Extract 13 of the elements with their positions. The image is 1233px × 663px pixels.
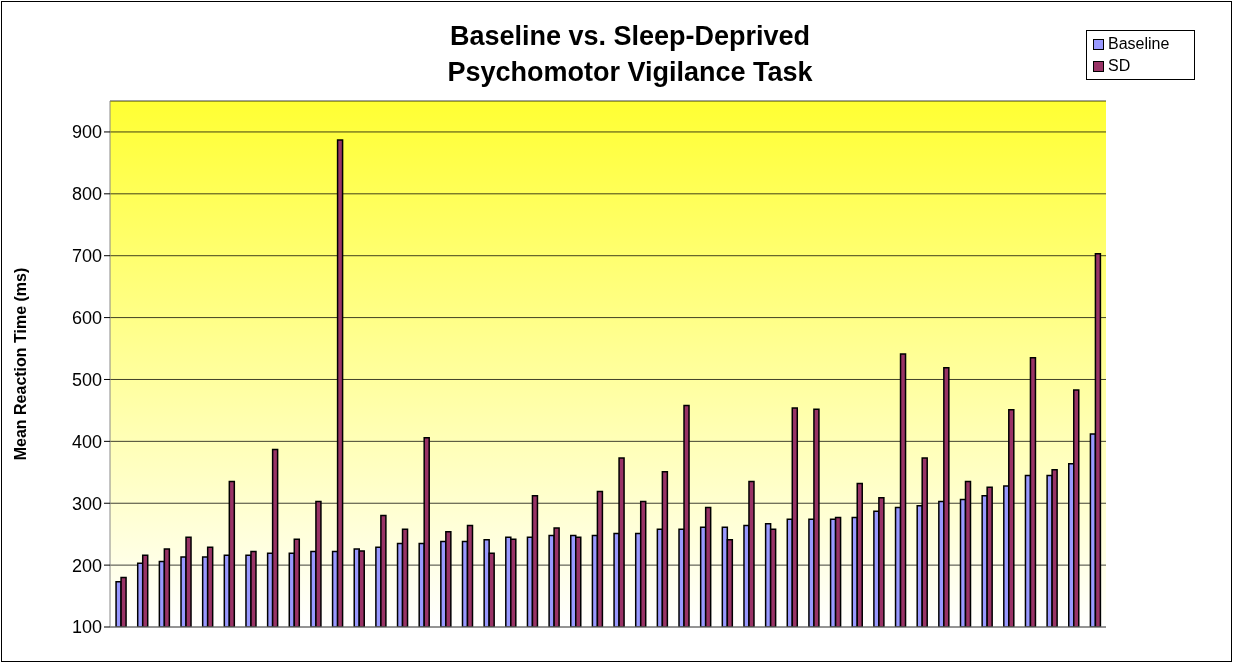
- y-tick-label: 600: [71, 307, 102, 328]
- legend-label: SD: [1108, 56, 1131, 76]
- y-tick-label: 400: [71, 431, 102, 452]
- legend-label: Baseline: [1108, 34, 1170, 54]
- y-tick-label: 300: [71, 493, 102, 514]
- y-axis-title: Mean Reaction Time (ms): [11, 267, 29, 461]
- y-tick-label: 500: [71, 369, 102, 390]
- y-tick-label: 900: [71, 122, 102, 143]
- y-tick-label: 700: [71, 246, 102, 267]
- chart-title: Baseline vs. Sleep-Deprived Psychomotor Vigilance Task: [447, 21, 813, 87]
- y-tick-label: 800: [71, 184, 102, 205]
- y-tick-label: 100: [71, 617, 102, 638]
- y-tick-label: 200: [71, 555, 102, 576]
